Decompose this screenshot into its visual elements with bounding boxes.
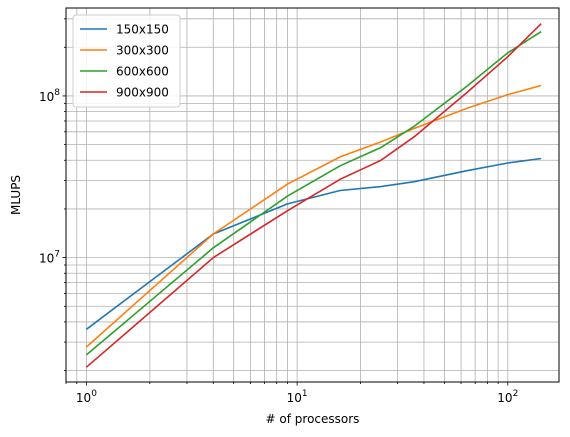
x-tick-label-exponent: 0: [91, 389, 97, 399]
plot-frame: [65, 7, 560, 383]
series-line-150x150: [85, 157, 542, 330]
y-tick-label-base: 10: [39, 90, 54, 104]
series-line-900x900: [85, 23, 542, 368]
y-axis-label: MLUPS: [9, 175, 23, 215]
x-tick-label: 100: [76, 389, 97, 405]
x-tick-label-exponent: 1: [302, 389, 308, 399]
y-tick-label-exponent: 7: [54, 250, 60, 260]
legend-label-900x900: 900x900: [116, 86, 169, 100]
x-tick-label-base: 10: [497, 391, 512, 405]
y-tick-label-exponent: 8: [54, 88, 60, 98]
legend-label-600x600: 600x600: [116, 65, 169, 79]
grid: [65, 8, 559, 382]
x-tick-label: 102: [497, 389, 518, 405]
x-axis-label: # of processors: [266, 412, 360, 426]
legend-box: [72, 14, 181, 108]
y-tick-label-base: 10: [39, 252, 54, 266]
y-tick-label: 108: [39, 88, 60, 104]
x-tick-label-base: 10: [76, 391, 91, 405]
legend-label-150x150: 150x150: [116, 23, 169, 37]
x-tick-label-base: 10: [287, 391, 302, 405]
x-tick-label-exponent: 2: [513, 389, 519, 399]
legend-label-300x300: 300x300: [116, 44, 169, 58]
y-tick-label: 107: [39, 250, 60, 266]
series-lines: [85, 23, 542, 368]
series-line-600x600: [85, 30, 542, 356]
x-tick-label: 101: [287, 389, 308, 405]
legend: 150x150 300x300 600x600 900x900: [72, 14, 181, 108]
series-line-300x300: [85, 84, 542, 348]
